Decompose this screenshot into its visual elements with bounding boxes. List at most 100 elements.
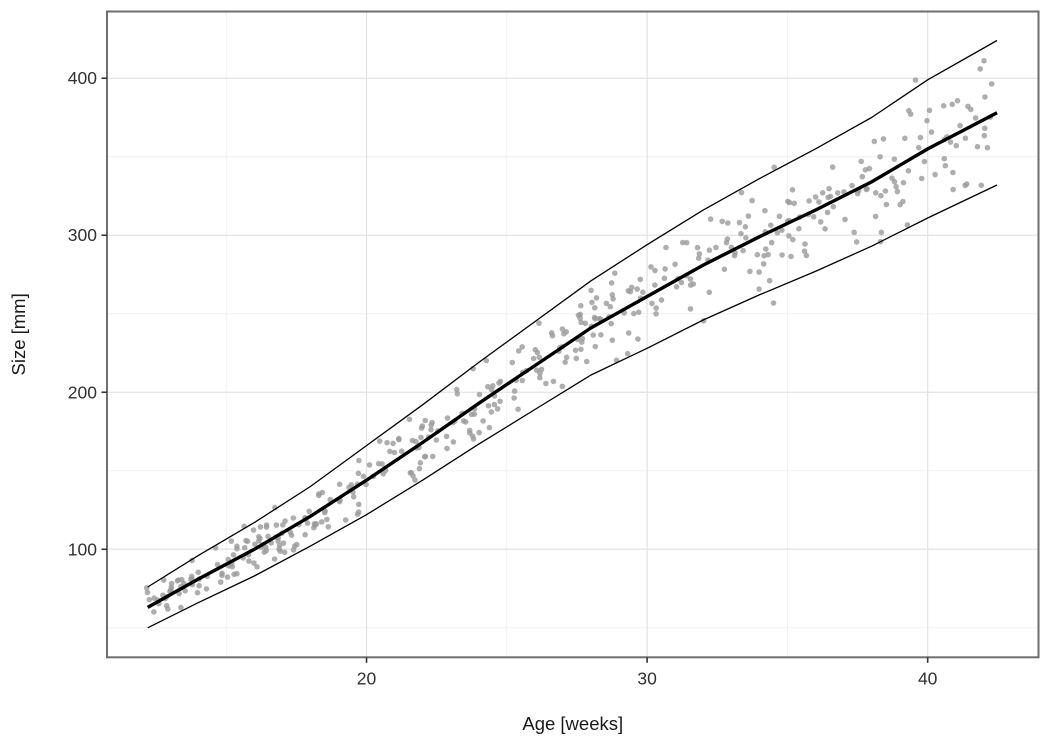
scatter-point [509, 359, 516, 366]
scatter-point [893, 183, 899, 190]
scatter-point [972, 115, 979, 121]
scatter-point [450, 439, 457, 445]
scatter-point [652, 282, 658, 288]
scatter-point [974, 143, 981, 150]
scatter-point [628, 284, 635, 291]
scatter-point [342, 517, 349, 523]
scatter-point [454, 386, 460, 393]
scatter-point [742, 224, 749, 230]
scatter-point [336, 481, 343, 488]
scatter-point [894, 188, 901, 195]
scatter-point [932, 171, 938, 178]
scatter-point [515, 406, 521, 413]
scatter-point [251, 560, 257, 566]
scatter-point [471, 411, 478, 417]
scatter-point [519, 344, 525, 350]
scatter-point [940, 103, 947, 109]
scatter-point [561, 331, 567, 337]
scatter-point [766, 277, 773, 284]
scatter-point [319, 519, 325, 525]
scatter-point [302, 531, 308, 538]
scatter-point [785, 198, 791, 205]
scatter-point [858, 158, 864, 165]
scatter-point [891, 156, 898, 162]
scatter-point [871, 138, 878, 145]
scatter-point [273, 522, 280, 528]
scatter-point [926, 107, 933, 114]
scatter-point [725, 220, 731, 226]
scatter-point [912, 77, 919, 83]
scatter-point [396, 435, 402, 442]
scatter-point [224, 574, 231, 580]
scatter-point [662, 266, 668, 272]
scatter-point [483, 357, 490, 364]
scatter-point [443, 433, 450, 440]
scatter-point [771, 164, 777, 171]
axis-ticks-layer [101, 77, 929, 663]
scatter-point [819, 190, 826, 196]
scatter-point [196, 582, 202, 589]
scatter-point [687, 276, 694, 282]
scatter-point [276, 546, 282, 552]
scatter-point [608, 320, 614, 327]
scatter-point [883, 201, 890, 208]
scatter-point [941, 155, 948, 162]
scatter-point [663, 244, 669, 251]
y-tick-label: 400 [68, 68, 97, 88]
scatter-point [311, 521, 318, 527]
scatter-point [355, 470, 362, 477]
scatter-point [543, 380, 549, 387]
scatter-point [738, 189, 745, 196]
scatter-point [672, 261, 678, 268]
axis-tick-labels-layer: 20 30 40 100 200 300 400 [68, 68, 938, 688]
scatter-point [195, 569, 201, 576]
scatter-point [488, 386, 495, 393]
scatter-point [648, 264, 654, 270]
scatter-point [573, 355, 580, 362]
scatter-point [810, 214, 817, 220]
scatter-point [653, 311, 659, 317]
scatter-point [366, 462, 373, 468]
scatter-point [288, 532, 295, 538]
scatter-point [637, 276, 644, 283]
scatter-point [829, 164, 836, 170]
scatter-point [178, 604, 184, 611]
y-axis-title: Size [mm] [8, 293, 29, 375]
scatter-point [824, 209, 831, 216]
scatter-point [485, 403, 492, 409]
scatter-point [146, 596, 153, 603]
scatter-point [290, 515, 297, 521]
scatter-point [444, 415, 451, 421]
scatter-point [578, 346, 584, 353]
scatter-point [476, 391, 483, 398]
scatter-point [904, 222, 911, 228]
scatter-point [962, 135, 969, 141]
scatter-point [947, 139, 954, 145]
scatter-point [406, 416, 413, 423]
scatter-point [756, 269, 762, 275]
x-tick-label: 30 [637, 668, 657, 688]
scatter-point [428, 427, 434, 433]
scatter-point [981, 58, 987, 64]
x-axis-title: Age [weeks] [522, 713, 623, 734]
scatter-point [433, 437, 440, 443]
scatter-point [412, 477, 418, 483]
scatter-point [350, 494, 357, 500]
scatter-point [649, 300, 655, 307]
scatter-point [834, 190, 841, 196]
scatter-point [562, 359, 568, 366]
scatter-point [653, 305, 659, 311]
scatter-point [486, 424, 493, 431]
scatter-point [695, 255, 702, 261]
scatter-point [864, 186, 870, 192]
scatter-point [817, 219, 824, 225]
scatter-point [230, 552, 237, 558]
scatter-point [736, 219, 743, 226]
scatter-point [348, 482, 355, 488]
scatter-point [706, 289, 713, 296]
scatter-point [416, 465, 423, 472]
scatter-point [859, 173, 866, 180]
scatter-point [796, 225, 802, 232]
scatter-point [687, 282, 694, 288]
